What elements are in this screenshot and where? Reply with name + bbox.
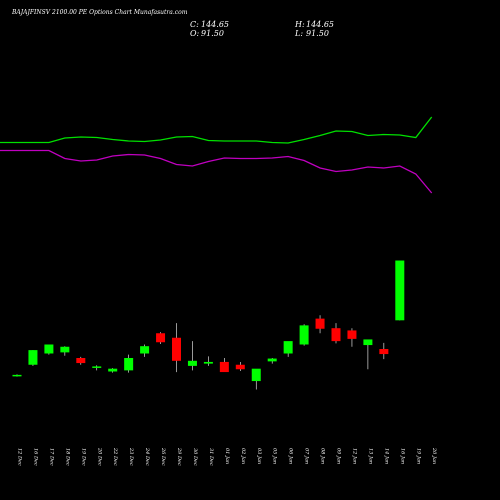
x-tick-label: 19 Jan <box>415 448 421 464</box>
x-tick-label: 20 Jan <box>431 447 437 464</box>
x-tick-label: 29 Dec <box>176 447 182 466</box>
indicator-lines <box>0 116 433 194</box>
close-value: 144.65 <box>201 20 229 29</box>
open-value: 91.50 <box>201 29 224 38</box>
candle-body <box>347 330 357 339</box>
candle-body <box>172 337 181 361</box>
candle-body <box>395 260 405 321</box>
candle-body <box>315 318 325 329</box>
x-tick-label: 22 Dec <box>112 447 118 466</box>
candle-body <box>60 346 70 353</box>
upper-indicator-line <box>0 116 433 144</box>
x-tick-label: 18 Dec <box>64 448 70 466</box>
candle-body <box>363 339 373 346</box>
x-axis-labels: 12 Dec 16 Dec 17 Dec 18 Dec 19 Dec 20 Dec 22 D… <box>17 447 438 466</box>
open-label: O: <box>190 29 200 38</box>
x-tick-label: 16 Dec <box>32 448 38 466</box>
x-tick-label: 19 Dec <box>80 448 86 466</box>
x-tick-label: 30 Dec <box>192 448 198 466</box>
x-tick-label: 06 Jan <box>288 448 294 464</box>
x-tick-label: 13 Jan <box>367 448 373 464</box>
x-tick-label: 31 Dec <box>208 448 214 466</box>
x-tick-label: 12 Jan <box>351 448 357 464</box>
x-tick-label: 14 Jan <box>383 448 389 464</box>
candle-body <box>283 341 293 354</box>
x-tick-label: 01 Jan <box>224 448 230 464</box>
candle-body <box>12 374 22 377</box>
candle-body <box>108 368 118 372</box>
x-tick-label: 17 Dec <box>48 448 54 466</box>
candle-body <box>235 364 245 370</box>
candle-body <box>331 328 341 342</box>
candle-body <box>379 349 389 355</box>
close-label: C: <box>190 20 199 29</box>
x-tick-label: 07 Jan <box>304 448 310 464</box>
candle-body <box>156 333 166 343</box>
x-tick-label: 05 Jan <box>272 448 278 464</box>
low-value: 91.50 <box>306 29 329 38</box>
x-tick-label: 02 Jan <box>240 448 246 464</box>
candle-body <box>76 358 86 364</box>
chart-title: BAJAJFINSV 2100.00 PE Options Chart Muna… <box>11 9 188 16</box>
x-tick-label: 16 Jan <box>399 448 405 464</box>
candle-body <box>267 358 277 362</box>
x-tick-label: 09 Jan <box>336 448 342 464</box>
candle-body <box>299 325 309 345</box>
x-tick-label: 24 Dec <box>144 447 150 466</box>
x-tick-label: 03 Jan <box>256 448 262 464</box>
high-label: H: <box>294 20 305 29</box>
candles-group <box>12 260 405 390</box>
candle-body <box>203 361 213 364</box>
candle-body <box>28 350 38 365</box>
x-tick-label: 23 Dec <box>128 447 134 466</box>
candle-body <box>140 346 150 354</box>
x-tick-label: 12 Dec <box>17 448 23 466</box>
low-label: L: <box>294 29 303 38</box>
candle-body <box>44 344 54 354</box>
candle-body <box>251 368 261 382</box>
x-tick-label: 26 Dec <box>160 447 166 466</box>
candle-body <box>124 358 134 371</box>
candle-body <box>219 361 229 373</box>
x-tick-label: 08 Jan <box>320 448 326 464</box>
lower-indicator-line <box>0 149 433 194</box>
x-tick-label: 20 Dec <box>96 447 102 466</box>
candle-body <box>187 360 197 366</box>
candle-body <box>92 366 102 368</box>
high-value: 144.65 <box>306 20 334 29</box>
